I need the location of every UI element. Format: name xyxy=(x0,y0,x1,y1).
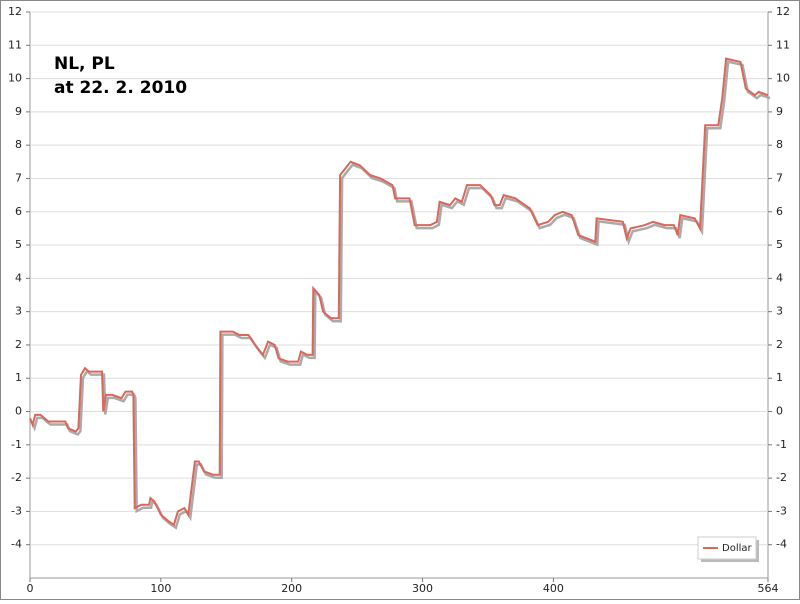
y-tick-label: 8 xyxy=(15,138,22,151)
y-tick-label: 4 xyxy=(776,271,783,284)
y-tick-label: 2 xyxy=(776,338,783,351)
annotation: NL, PL xyxy=(54,54,115,74)
y-tick-label: 12 xyxy=(776,5,790,18)
line xyxy=(29,57,769,527)
y-tick-label: -4 xyxy=(776,538,787,551)
y-tick-label: 0 xyxy=(776,405,783,418)
legend-label: Dollar xyxy=(722,543,753,554)
y-tick-label: 11 xyxy=(776,38,790,51)
y-tick-label: 3 xyxy=(15,305,22,318)
x-tick-label: 400 xyxy=(543,582,564,595)
y-tick-label: -4 xyxy=(11,538,22,551)
x-tick-label: 200 xyxy=(281,582,302,595)
y-tick-label: 0 xyxy=(15,405,22,418)
y-tick-label: 10 xyxy=(8,72,22,85)
y-tick-label: 5 xyxy=(15,238,22,251)
y-tick-label: 12 xyxy=(8,5,22,18)
legend xyxy=(697,536,757,560)
y-tick-label: 7 xyxy=(776,171,783,184)
y-tick-label: 1 xyxy=(15,371,22,384)
y-tick-label: 9 xyxy=(15,105,22,118)
y-tick-label: 9 xyxy=(776,105,783,118)
y-tick-label: 4 xyxy=(15,271,22,284)
y-tick-label: -3 xyxy=(776,504,787,517)
y-tick-label: 5 xyxy=(776,238,783,251)
y-tick-label: -1 xyxy=(11,438,22,451)
y-tick-label: 3 xyxy=(776,305,783,318)
y-tick-label: 10 xyxy=(776,72,790,85)
plot-area xyxy=(29,11,769,579)
y-tick-label: 11 xyxy=(8,38,22,51)
y-tick-label: -1 xyxy=(776,438,787,451)
y-tick-label: 7 xyxy=(15,171,22,184)
y-tick-label: 2 xyxy=(15,338,22,351)
x-tick-label: 300 xyxy=(412,582,433,595)
y-tick-label: 6 xyxy=(776,205,783,218)
annotation: at 22. 2. 2010 xyxy=(54,78,187,98)
x-tick-label: 564 xyxy=(758,582,779,595)
y-tick-label: -2 xyxy=(11,471,22,484)
y-tick-label: 8 xyxy=(776,138,783,151)
x-tick-label: 100 xyxy=(150,582,171,595)
x-tick-label: 0 xyxy=(27,582,34,595)
y-tick-label: 6 xyxy=(15,205,22,218)
y-tick-label: -2 xyxy=(776,471,787,484)
y-tick-label: 1 xyxy=(776,371,783,384)
y-tick-label: -3 xyxy=(11,504,22,517)
